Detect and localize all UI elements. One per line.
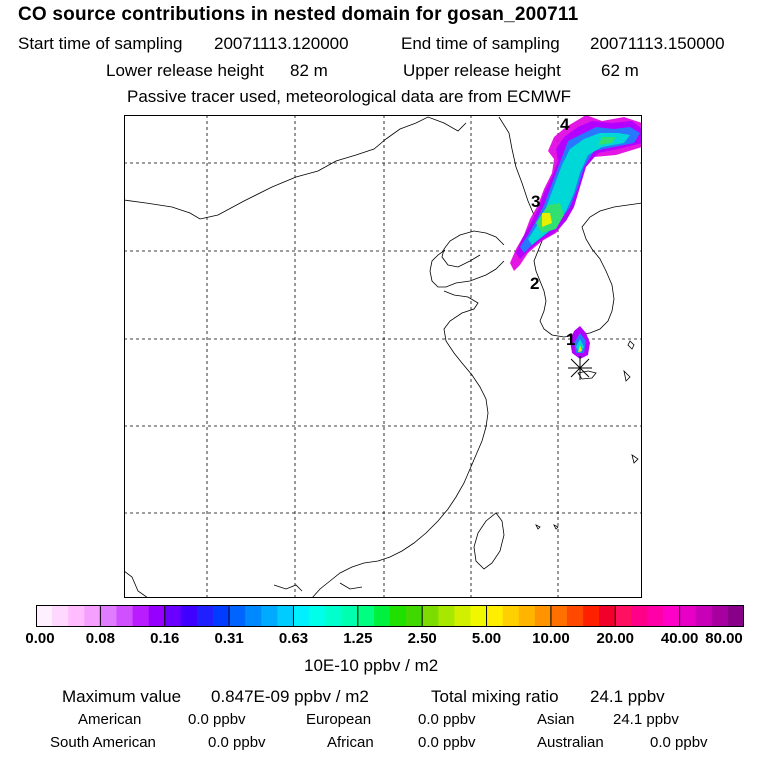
max-value-label: Maximum value xyxy=(62,687,182,706)
day-marker-1: 1 xyxy=(566,330,575,349)
colorbar-swatch xyxy=(261,605,278,627)
colorbar-swatch xyxy=(293,605,310,627)
region-value: 0.0 ppbv xyxy=(418,711,476,728)
colorbar-swatch xyxy=(309,605,326,627)
lower-height-value: 82 m xyxy=(290,61,328,80)
colorbar-swatch xyxy=(695,605,713,627)
colorbar-swatch xyxy=(647,605,664,627)
colorbar-swatch xyxy=(583,605,600,627)
region-value: 0.0 ppbv xyxy=(208,734,266,751)
region-value: 24.1 ppbv xyxy=(613,711,679,728)
colorbar-swatch xyxy=(470,605,487,627)
colorbar-swatch xyxy=(277,605,294,627)
colorbar-swatch xyxy=(84,605,101,627)
colorbar-swatch xyxy=(68,605,85,627)
region-name: South American xyxy=(50,734,156,751)
colorbar-swatch xyxy=(52,605,69,627)
colorbar-swatch xyxy=(711,605,729,627)
total-mixing-value: 24.1 ppbv xyxy=(590,687,665,706)
colorbar-swatch xyxy=(229,605,246,627)
colorbar-swatch xyxy=(390,605,407,627)
max-value: 0.847E-09 ppbv / m2 xyxy=(211,687,369,706)
colorbar-tick-label: 0.16 xyxy=(150,630,180,647)
start-time-value: 20071113.120000 xyxy=(214,34,349,53)
colorbar-swatch xyxy=(357,605,375,627)
colorbar-swatch xyxy=(599,605,616,627)
total-mixing-label: Total mixing ratio xyxy=(431,687,559,706)
lower-height-label: Lower release height xyxy=(106,61,264,80)
colorbar-swatch xyxy=(341,605,359,627)
region-value: 0.0 ppbv xyxy=(418,734,476,751)
colorbar-swatch xyxy=(132,605,149,627)
colorbar-swatch xyxy=(245,605,262,627)
colorbar-tick-label: 2.50 xyxy=(407,630,437,647)
colorbar-swatch xyxy=(213,605,230,627)
colorbar-swatch xyxy=(727,605,744,627)
colorbar-swatch xyxy=(373,605,391,627)
tracer-plume xyxy=(510,115,642,359)
colorbar-swatch xyxy=(438,605,455,627)
colorbar-swatch xyxy=(422,605,439,627)
page-title: CO source contributions in nested domain… xyxy=(18,4,579,25)
colorbar-frame xyxy=(36,605,744,627)
tracer-note: Passive tracer used, meteorological data… xyxy=(127,87,572,106)
day-marker-2: 2 xyxy=(530,274,539,293)
end-time-value: 20071113.150000 xyxy=(590,34,725,53)
colorbar-swatch xyxy=(615,605,632,627)
colorbar-swatch xyxy=(679,605,697,627)
colorbar-swatch xyxy=(406,605,423,627)
region-name: American xyxy=(78,711,142,728)
upper-height-value: 62 m xyxy=(601,61,639,80)
colorbar-swatch xyxy=(164,605,182,627)
colorbar-swatch xyxy=(100,605,117,627)
end-time-label: End time of sampling xyxy=(401,34,560,53)
region-name: European xyxy=(306,711,372,728)
colorbar-tick-label: 20.00 xyxy=(596,630,635,647)
colorbar-swatch xyxy=(534,605,552,627)
colorbar-tick-label: 0.00 xyxy=(25,630,55,647)
colorbar-tick-label: 1.25 xyxy=(343,630,373,647)
colorbar-swatch xyxy=(486,605,503,627)
day-marker-4: 4 xyxy=(560,115,570,134)
concentration-map: 4 3 2 1 xyxy=(124,115,642,598)
region-name: Asian xyxy=(537,711,575,728)
region-value: 0.0 ppbv xyxy=(188,711,246,728)
day-marker-3: 3 xyxy=(531,192,540,211)
region-name: Australian xyxy=(537,734,604,751)
colorbar-swatch xyxy=(116,605,133,627)
upper-height-label: Upper release height xyxy=(403,61,561,80)
colorbar-swatch xyxy=(518,605,536,627)
colorbar-swatch xyxy=(663,605,680,627)
colorbar xyxy=(36,605,744,627)
colorbar-swatch xyxy=(148,605,166,627)
colorbar-swatch xyxy=(36,605,53,627)
region-value: 0.0 ppbv xyxy=(650,734,708,751)
measurement-station-marker xyxy=(568,356,592,380)
start-time-label: Start time of sampling xyxy=(18,34,183,53)
colorbar-swatch xyxy=(196,605,214,627)
region-name: African xyxy=(327,734,374,751)
colorbar-tick-label: 5.00 xyxy=(471,630,502,647)
colorbar-tick-label: 80.00 xyxy=(705,630,743,647)
colorbar-tick-label: 0.31 xyxy=(214,630,244,647)
colorbar-swatch xyxy=(550,605,568,627)
colorbar-swatch xyxy=(325,605,343,627)
colorbar-swatch xyxy=(454,605,471,627)
colorbar-swatch xyxy=(567,605,584,627)
colorbar-tick-label: 10.00 xyxy=(532,630,570,647)
colorbar-swatch xyxy=(180,605,198,627)
colorbar-units: 10E-10 ppbv / m2 xyxy=(304,656,439,675)
colorbar-tick-label: 0.63 xyxy=(278,630,309,647)
colorbar-swatch xyxy=(502,605,520,627)
colorbar-tick-label: 0.08 xyxy=(85,630,115,647)
colorbar-tick-label: 40.00 xyxy=(660,630,699,647)
colorbar-swatch xyxy=(631,605,648,627)
